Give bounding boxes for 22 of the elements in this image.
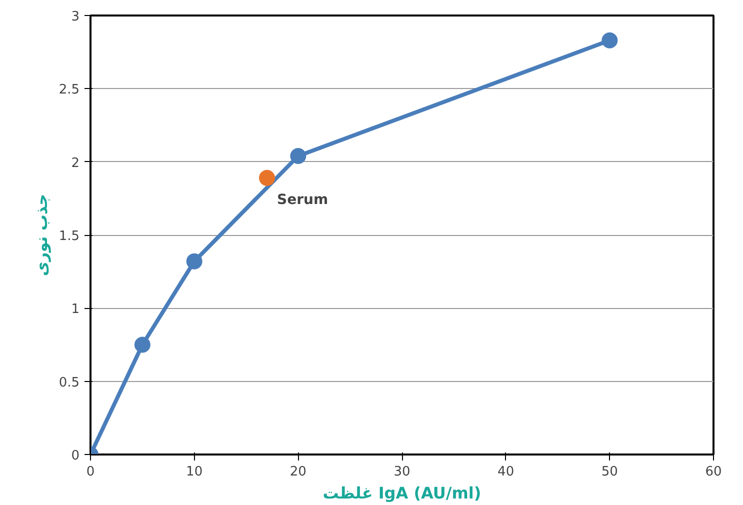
y-axis-title: جذب نوری: [32, 194, 51, 276]
x-tick-label: 60: [705, 464, 722, 480]
point: [290, 148, 306, 164]
y-tick-label: 0.5: [58, 375, 80, 390]
x-axis-title: غلظت IgA (AU/ml): [322, 484, 482, 502]
point: [134, 336, 150, 353]
point: [259, 170, 276, 186]
point: [186, 253, 202, 270]
x-tick-label: 30: [394, 464, 410, 480]
y-tick-label: 0: [71, 448, 80, 464]
y-tick-label: 1.5: [58, 229, 80, 244]
y-tick-label: 2.5: [58, 82, 80, 98]
y-tick-label: 2: [71, 156, 80, 171]
x-tick-label: 0: [86, 464, 95, 480]
x-tick-label: 20: [290, 464, 306, 480]
y-tick-label: 3: [71, 10, 80, 24]
x-tick-label: 40: [498, 464, 514, 480]
series-label: Serum: [277, 192, 328, 208]
x-tick-label: 50: [601, 464, 618, 480]
x-tick-label: 10: [186, 464, 203, 480]
point: [602, 32, 618, 48]
y-tick-label: 1: [71, 302, 80, 318]
